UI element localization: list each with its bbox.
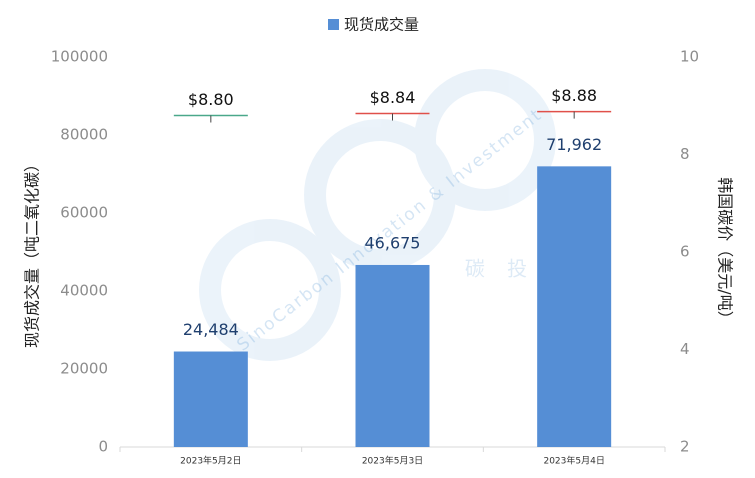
y-tick-label: 80000 <box>60 126 108 144</box>
y-tick-label: 100000 <box>51 48 108 66</box>
y2-tick-label: 6 <box>680 243 690 261</box>
y-tick-label: 60000 <box>60 204 108 222</box>
x-tick-label: 2023年5月4日 <box>543 455 604 467</box>
y-axis-label: 现货成交量（吨二氧化碳） <box>23 156 42 348</box>
price-label: $8.88 <box>551 86 597 105</box>
price-label: $8.80 <box>188 90 234 109</box>
price-marker <box>173 114 248 123</box>
y2-tick-label: 10 <box>680 48 699 66</box>
bar <box>173 351 248 447</box>
x-tick-label: 2023年5月2日 <box>180 455 241 467</box>
y2-axis-label: 韩国碳价（美元/吨） <box>716 177 735 326</box>
price-marker <box>355 112 430 121</box>
y2-tick-label: 8 <box>680 145 690 163</box>
y-tick-label: 0 <box>98 438 108 456</box>
bar-value-label: 46,675 <box>365 233 421 252</box>
bar <box>537 166 612 447</box>
legend-label: 现货成交量 <box>344 16 419 34</box>
y-tick-label: 40000 <box>60 282 108 300</box>
bar-value-label: 71,962 <box>546 135 602 154</box>
price-label: $8.84 <box>370 88 416 107</box>
x-tick-label: 2023年5月3日 <box>362 455 423 467</box>
price-marker <box>537 110 612 119</box>
y-tick-label: 20000 <box>60 360 108 378</box>
y2-tick-label: 4 <box>680 340 690 358</box>
watermark <box>199 69 556 361</box>
bar <box>355 264 430 447</box>
y2-tick-label: 2 <box>680 438 690 456</box>
bar-value-label: 24,484 <box>183 320 239 339</box>
watermark-text: 碳 投 <box>465 257 535 281</box>
legend-swatch <box>328 19 339 30</box>
